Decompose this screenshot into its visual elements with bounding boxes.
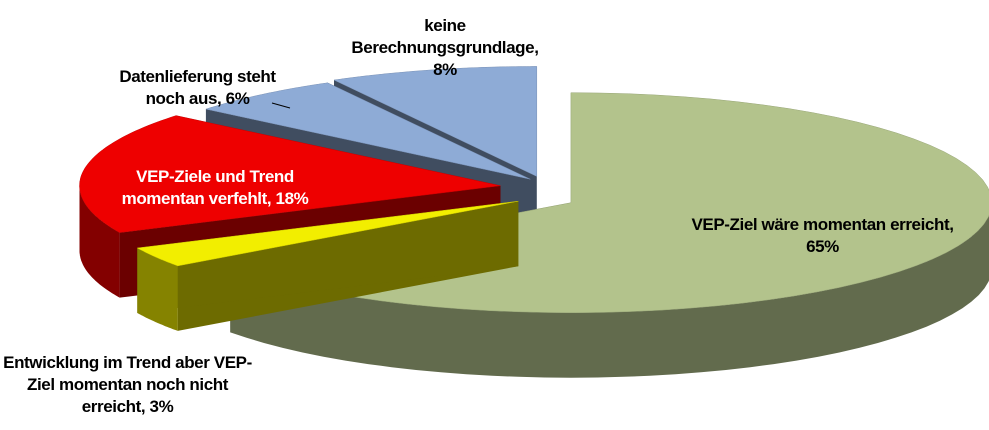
slice [79,115,501,233]
leader-line [271,102,291,109]
slice-side [79,185,120,298]
slice-label: Datenlieferung steht noch aus, 6% [119,67,276,108]
slice-label: keine Berechnungsgrundlage, 8% [351,16,539,79]
slice-label: VEP-Ziele und Trend momentan verfehlt, 1… [121,167,309,208]
slice-label: Entwicklung im Trend aber VEP-Ziel momen… [3,353,252,416]
slice-label: VEP-Ziel wäre momentan erreicht, 65% [691,215,954,256]
slice-cut [137,201,519,313]
slice-side [137,248,178,331]
slice [333,66,538,177]
slice [136,200,519,267]
slice-side [230,215,989,378]
